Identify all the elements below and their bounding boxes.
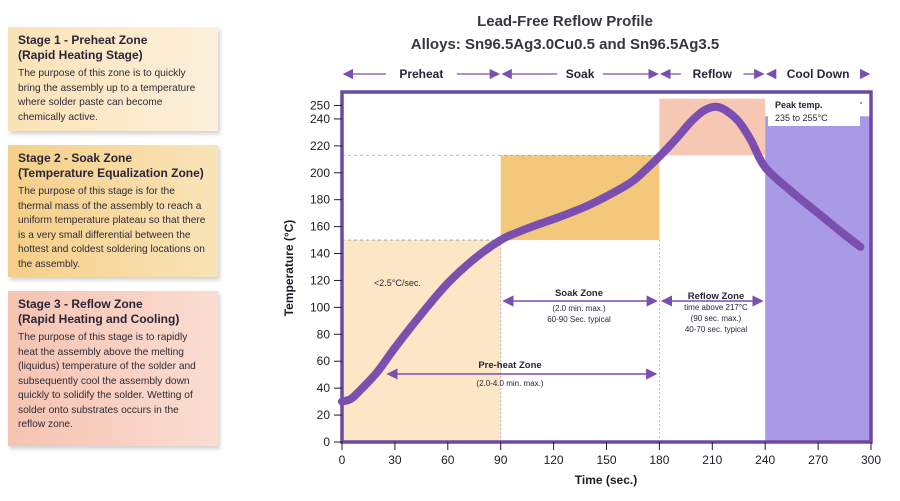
soak-zone-line1: (2.0 min. max.) bbox=[552, 304, 606, 313]
chart-subtitle: Alloys: Sn96.5Ag3.0Cu0.5 and Sn96.5Ag3.5 bbox=[411, 36, 719, 53]
soak-zone-line2: 60-90 Sec. typical bbox=[547, 315, 611, 324]
y-tick-label-180: 180 bbox=[310, 193, 330, 207]
peak-temp-range: 235 to 255°C bbox=[775, 113, 828, 123]
zone-top-labels-layer: Preheat Soak Reflow Cool Down bbox=[342, 67, 871, 81]
y-tick-label-0: 0 bbox=[323, 435, 330, 449]
y-tick-label-200: 200 bbox=[310, 166, 330, 180]
stage-3-box: Stage 3 - Reflow Zone (Rapid Heating and… bbox=[8, 291, 218, 446]
stage-3-title-line2: (Rapid Heating and Cooling) bbox=[18, 312, 180, 326]
x-tick-label-210: 210 bbox=[702, 453, 722, 467]
x-tick-label-270: 270 bbox=[808, 453, 828, 467]
reflow-zone-line2: (90 sec. max.) bbox=[691, 314, 742, 323]
preheat-zone-line1: (2.0-4.0 min. max.) bbox=[476, 379, 543, 388]
stage-3-body: The purpose of this stage is to rapidly … bbox=[18, 332, 196, 430]
stage-1-box: Stage 1 - Preheat Zone (Rapid Heating St… bbox=[8, 27, 218, 131]
stage-2-box: Stage 2 - Soak Zone (Temperature Equaliz… bbox=[8, 145, 218, 277]
x-tick-label-60: 60 bbox=[441, 453, 455, 467]
stage-2-title-line1: Stage 2 - Soak Zone bbox=[18, 151, 133, 165]
y-tick-label-140: 140 bbox=[310, 247, 330, 261]
x-tick-label-240: 240 bbox=[755, 453, 775, 467]
x-tick-label-120: 120 bbox=[544, 453, 564, 467]
zones-layer bbox=[342, 98, 871, 442]
reference-lines-layer bbox=[342, 154, 660, 442]
x-tick-label-0: 0 bbox=[339, 453, 346, 467]
x-axis-label: Time (sec.) bbox=[575, 473, 637, 487]
stage-1-body: The purpose of this zone is to quickly b… bbox=[18, 68, 196, 123]
y-tick-label-80: 80 bbox=[317, 327, 331, 341]
reflow-zone-title: Reflow Zone bbox=[688, 291, 744, 302]
x-tick-label-300: 300 bbox=[861, 453, 881, 467]
reflow-zone-line3: 40-70 sec. typical bbox=[685, 325, 747, 334]
y-tick-label-160: 160 bbox=[310, 220, 330, 234]
top-label-reflow: Reflow bbox=[693, 67, 733, 81]
x-tick-label-180: 180 bbox=[649, 453, 669, 467]
x-tick-label-30: 30 bbox=[388, 453, 402, 467]
stage-3-title-line1: Stage 3 - Reflow Zone bbox=[18, 297, 143, 311]
x-tick-label-90: 90 bbox=[494, 453, 508, 467]
reflow-zone-line1: time above 217°C bbox=[684, 303, 748, 312]
peak-temp-title: Peak temp. bbox=[775, 100, 823, 110]
x-tick-label-150: 150 bbox=[596, 453, 616, 467]
top-label-preheat: Preheat bbox=[399, 67, 443, 81]
stage-2-title-line2: (Temperature Equalization Zone) bbox=[18, 166, 204, 180]
top-label-cool-down: Cool Down bbox=[787, 67, 850, 81]
zone-cool-down bbox=[765, 116, 871, 442]
stage-2-body: The purpose of this stage is for the the… bbox=[18, 186, 206, 270]
y-tick-label-60: 60 bbox=[317, 354, 331, 368]
y-tick-label-120: 120 bbox=[310, 273, 330, 287]
y-tick-label-240: 240 bbox=[310, 112, 330, 126]
stage-1-title-line1: Stage 1 - Preheat Zone bbox=[18, 33, 148, 47]
chart-title: Lead-Free Reflow Profile bbox=[477, 13, 653, 30]
y-tick-label-40: 40 bbox=[317, 381, 331, 395]
y-tick-label-250: 250 bbox=[310, 98, 330, 112]
zone-preheat bbox=[342, 240, 501, 442]
y-tick-label-100: 100 bbox=[310, 300, 330, 314]
y-tick-label-20: 20 bbox=[317, 408, 331, 422]
peak-temp-label-box bbox=[768, 96, 860, 126]
temperature-curve bbox=[338, 102, 865, 406]
y-tick-label-220: 220 bbox=[310, 139, 330, 153]
top-label-soak: Soak bbox=[566, 67, 595, 81]
preheat-zone-title: Pre-heat Zone bbox=[478, 360, 541, 371]
soak-zone-title: Soak Zone bbox=[555, 288, 603, 299]
y-axis-label: Temperature (°C) bbox=[282, 220, 296, 317]
stage-1-title-line2: (Rapid Heating Stage) bbox=[18, 48, 143, 62]
rate-annotation: <2.5°C/sec. bbox=[374, 278, 421, 288]
